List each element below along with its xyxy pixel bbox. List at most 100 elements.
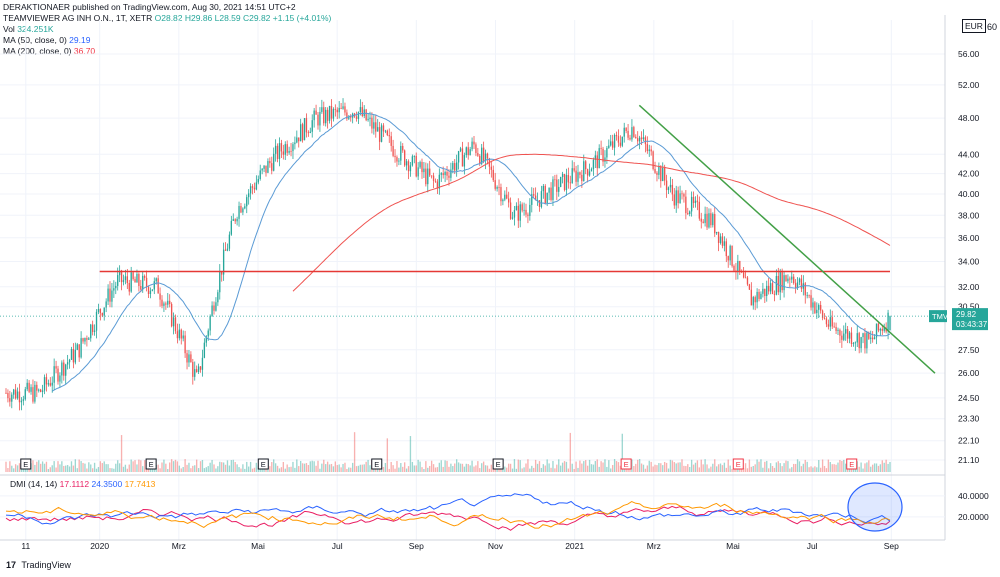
candle-body <box>126 276 129 283</box>
candle-body <box>529 204 531 216</box>
earnings-marker: E <box>374 460 379 469</box>
volume-bar <box>180 468 182 472</box>
volume-bar <box>211 459 213 472</box>
candle-body <box>398 160 400 162</box>
candle-body <box>373 122 375 129</box>
candle-body <box>5 392 7 394</box>
volume-bar <box>417 459 419 472</box>
volume-bar <box>74 459 77 472</box>
volume-bar <box>808 467 810 472</box>
volume-bar <box>409 436 412 472</box>
candle-body <box>419 162 421 168</box>
volume-bar <box>328 464 331 472</box>
candle-body <box>199 366 202 370</box>
candle-body <box>363 109 365 116</box>
candle-body <box>689 211 691 215</box>
volume-bar <box>170 459 173 472</box>
candle-body <box>138 273 140 287</box>
volume-bar <box>742 468 745 472</box>
candle-body <box>648 149 650 152</box>
candle-body <box>854 342 857 344</box>
candle-body <box>796 282 799 288</box>
volume-bar <box>789 468 791 472</box>
volume-bar <box>378 467 381 472</box>
volume-bar <box>290 466 292 472</box>
candle-body <box>719 236 722 243</box>
candle-body <box>82 338 84 342</box>
volume-bar <box>382 466 385 472</box>
volume-bar <box>442 466 444 472</box>
candle-body <box>850 332 853 344</box>
candle-body <box>99 308 102 314</box>
candle-body <box>207 330 209 337</box>
volume-bar <box>502 467 504 472</box>
volume-bar <box>72 465 75 472</box>
volume-bar <box>286 464 288 472</box>
candle-body <box>496 187 498 189</box>
candle-body <box>673 194 675 206</box>
candle-body <box>667 187 670 191</box>
currency-badge[interactable]: EUR <box>962 19 986 33</box>
candle-body <box>821 310 824 318</box>
candle-body <box>459 148 462 152</box>
volume-bar <box>507 463 510 472</box>
candle-body <box>22 399 25 401</box>
volume-bar <box>351 462 354 472</box>
volume-bar <box>769 463 772 472</box>
price-tick-label: 27.50 <box>958 345 980 355</box>
candle-body <box>284 144 286 155</box>
time-tick-label: Sep <box>409 541 424 551</box>
volume-bar <box>402 466 404 472</box>
candle-body <box>533 194 535 196</box>
candle-body <box>213 305 215 311</box>
top-price-label: 60 <box>987 22 998 32</box>
volume-bar <box>66 465 69 472</box>
dmi-line <box>5 501 891 529</box>
candle-body <box>548 187 550 193</box>
candle-body <box>45 377 48 385</box>
candle-body <box>149 290 152 294</box>
volume-bar <box>511 468 514 472</box>
candle-body <box>608 145 610 148</box>
candle-body <box>274 145 277 154</box>
volume-bar <box>53 461 55 472</box>
volume-bar <box>481 463 483 472</box>
volume-bar <box>527 459 529 472</box>
candle-body <box>715 231 718 234</box>
candle-body <box>288 151 290 153</box>
volume-bars <box>5 432 891 472</box>
volume-bar <box>65 465 67 472</box>
tradingview-footer[interactable]: 17 TradingView <box>6 560 71 570</box>
candle-body <box>178 329 181 339</box>
candle-body <box>26 382 28 390</box>
volume-bar <box>475 465 477 472</box>
candle-body <box>66 362 69 365</box>
volume-bar <box>18 463 21 472</box>
ma200-line <box>292 153 891 292</box>
volume-bar <box>39 463 42 472</box>
volume-bar <box>767 468 770 472</box>
volume-bar <box>336 465 338 472</box>
volume-bar <box>215 468 217 472</box>
volume-bar <box>839 459 841 472</box>
volume-bar <box>754 464 756 472</box>
candle-body <box>717 231 720 243</box>
candle-body <box>881 328 883 331</box>
volume-bar <box>390 461 392 472</box>
candle-body <box>230 220 233 235</box>
candle-body <box>558 186 560 192</box>
volume-bar <box>873 463 876 472</box>
volume-bar <box>821 459 824 472</box>
candle-body <box>856 333 858 343</box>
volume-bar <box>846 467 849 472</box>
volume-bar <box>656 465 658 472</box>
volume-bar <box>330 463 333 472</box>
candle-body <box>552 179 554 200</box>
candle-body <box>623 127 625 137</box>
volume-bar <box>856 461 858 472</box>
candle-body <box>402 145 404 151</box>
candle-body <box>565 174 568 191</box>
price-tick-label: 26.00 <box>958 368 980 378</box>
